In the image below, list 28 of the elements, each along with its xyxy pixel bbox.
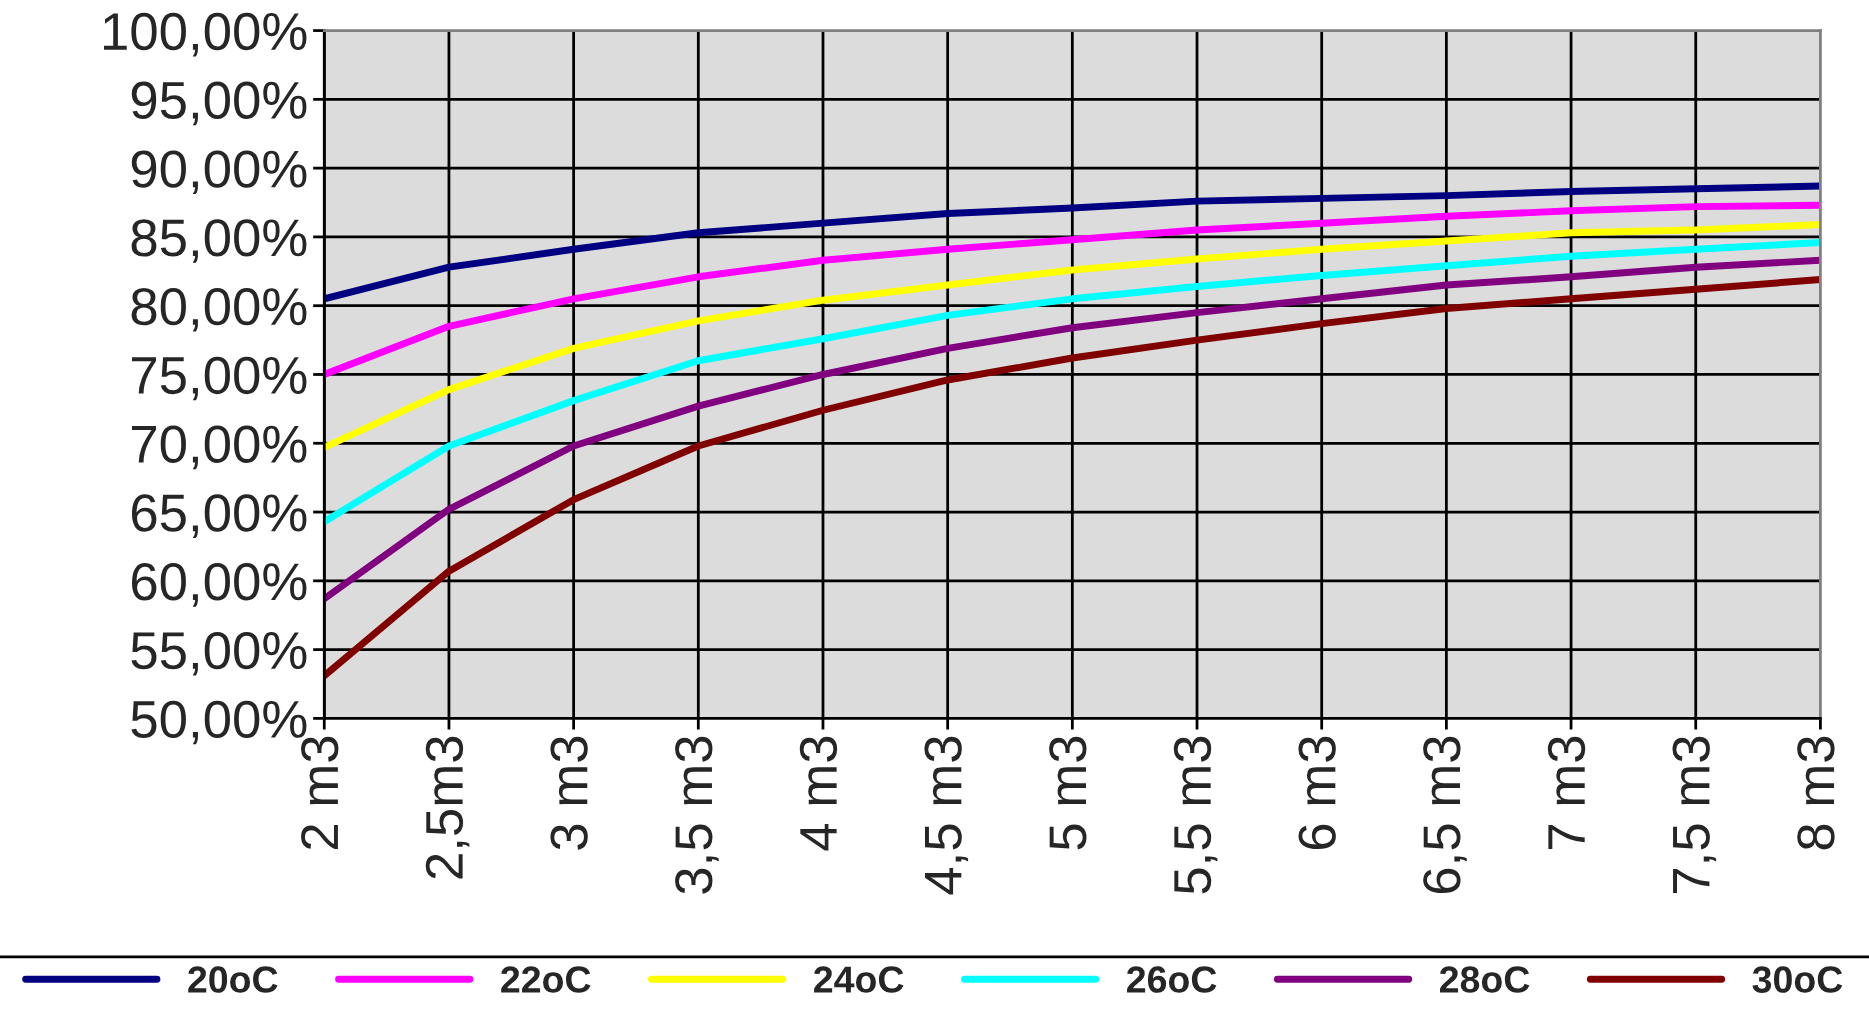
legend-label: 20oC xyxy=(188,966,278,993)
y-tick-label: 55,00% xyxy=(131,631,307,676)
x-tick-label: 7 m3 xyxy=(1547,736,1586,849)
x-tick-label: 6 m3 xyxy=(1298,736,1336,850)
x-tick-label: 3 m3 xyxy=(550,736,588,850)
x-tick-label: 3,5 m3 xyxy=(675,736,719,894)
y-tick-label: 90,00% xyxy=(131,150,307,195)
x-tick-label: 6,5 m3 xyxy=(1423,736,1467,894)
legend-label: 24oC xyxy=(814,966,904,993)
x-tick-label: 2,5m3 xyxy=(425,736,470,879)
x-tick-label: 5,5 m3 xyxy=(1173,736,1218,894)
y-tick-label: 80,00% xyxy=(131,287,307,332)
x-tick-label: 7,5 m3 xyxy=(1672,736,1717,893)
y-tick-label: 60,00% xyxy=(131,563,307,607)
x-tick-label: 4,5 m3 xyxy=(924,736,969,895)
x-tick-label: 4 m3 xyxy=(799,736,838,851)
x-tick-label: 5 m3 xyxy=(1049,736,1087,850)
legend-label: 30oC xyxy=(1752,966,1843,993)
legend-label: 22oC xyxy=(501,966,591,993)
y-tick-label: 85,00% xyxy=(131,219,307,263)
legend-label: 26oC xyxy=(1127,966,1217,993)
x-tick-label: 8 m3 xyxy=(1797,736,1835,850)
y-tick-label: 95,00% xyxy=(131,81,307,126)
y-tick-label: 75,00% xyxy=(132,356,307,401)
y-tick-label: 100,00% xyxy=(103,12,307,57)
y-tick-label: 65,00% xyxy=(131,494,307,538)
y-tick-label: 70,00% xyxy=(132,425,307,470)
legend-label: 28oC xyxy=(1439,966,1530,993)
